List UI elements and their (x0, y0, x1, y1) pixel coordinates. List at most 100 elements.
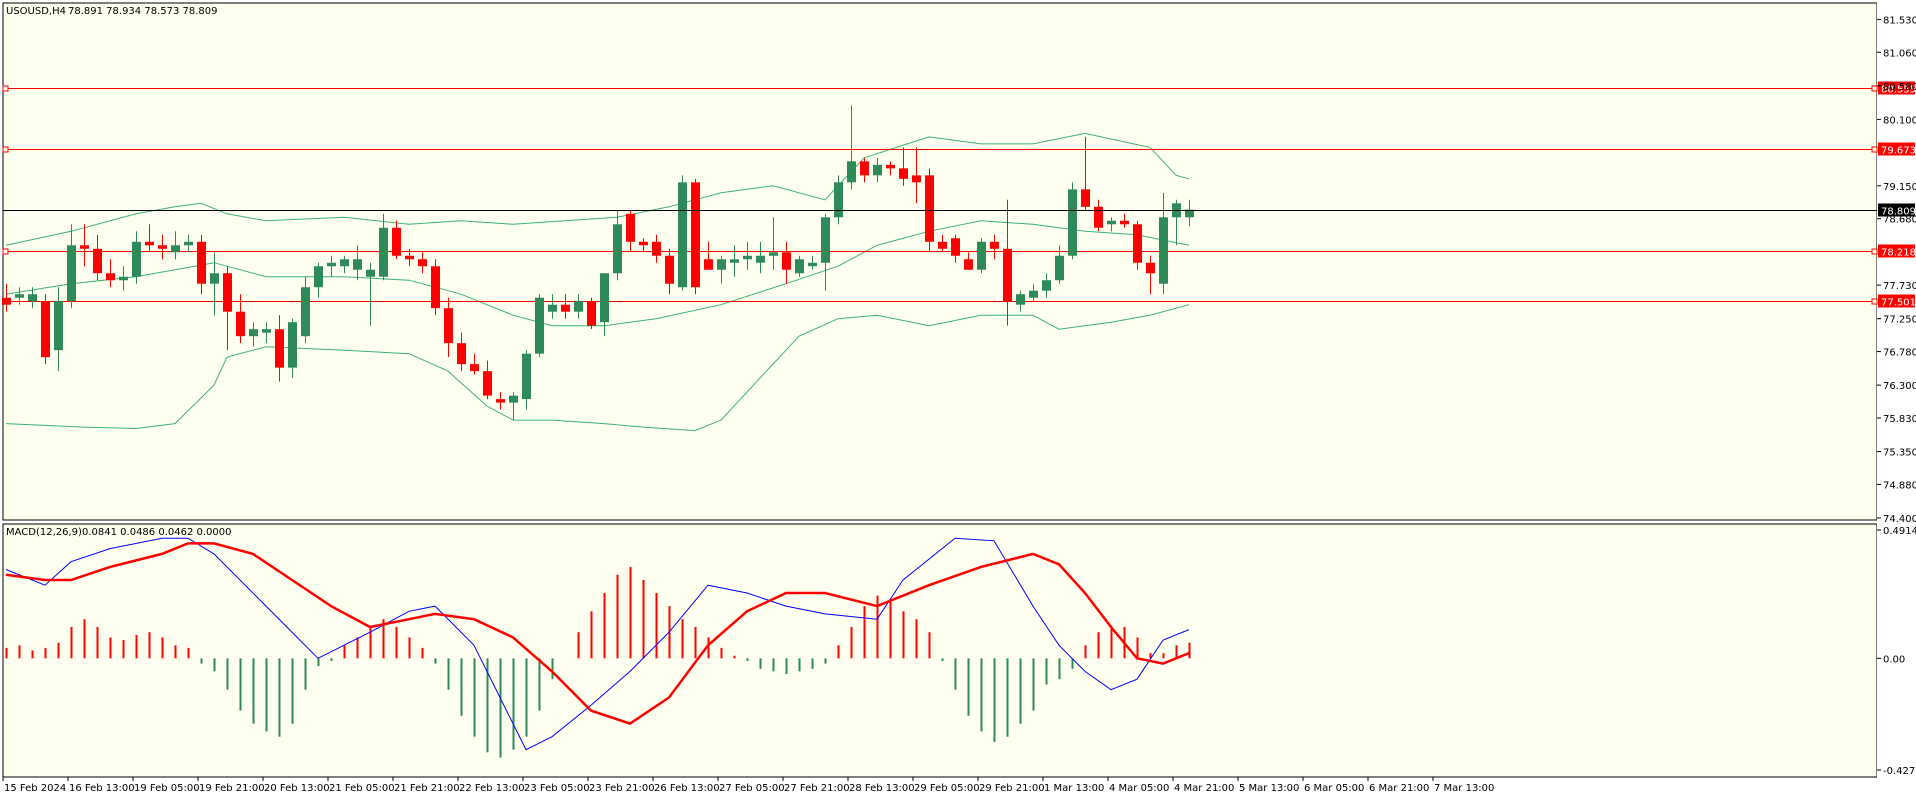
current-price-label: 78.809 (1881, 207, 1916, 218)
time-tick-label: 28 Feb 13:00 (849, 783, 915, 794)
candle-body (106, 273, 115, 281)
main-price-pane[interactable] (2, 2, 1878, 521)
level-anchor-handle[interactable] (2, 248, 9, 255)
time-tick-label: 21 Feb 21:00 (394, 783, 460, 794)
candle-body (626, 213, 635, 242)
candle-body (1055, 255, 1064, 281)
macd-tick-label: 0.4914 (1883, 526, 1916, 537)
current-price-tag (1878, 203, 1915, 217)
time-tick-label: 19 Feb 05:00 (134, 783, 200, 794)
candle-body (964, 259, 973, 270)
time-tick-label: 27 Feb 05:00 (719, 783, 785, 794)
candle-body (470, 364, 479, 372)
candle (418, 252, 427, 274)
level-anchor-handle[interactable] (1871, 248, 1878, 255)
time-tick-label: 29 Feb 21:00 (979, 783, 1045, 794)
price-tick-label: 75.830 (1883, 414, 1916, 425)
candle (795, 255, 804, 277)
candle-body (327, 262, 336, 267)
level-anchor-handle[interactable] (2, 85, 9, 92)
price-tick-label: 80.580 (1883, 82, 1916, 93)
candle-body (821, 217, 830, 263)
candle (223, 266, 232, 351)
candle (431, 259, 440, 316)
candle-body (119, 276, 128, 281)
candle (379, 213, 388, 281)
candle-body (1068, 189, 1077, 256)
candle-body (1133, 224, 1142, 263)
candle (353, 245, 362, 281)
candle-body (1094, 206, 1103, 228)
time-tick-label: 6 Mar 21:00 (1369, 783, 1429, 794)
macd-tick-label: -0.4276 (1883, 766, 1916, 777)
candle (613, 210, 622, 281)
candle (1146, 255, 1155, 295)
candle-body (678, 182, 687, 288)
candle (275, 315, 284, 382)
candle (626, 210, 635, 253)
candle (1185, 199, 1194, 227)
candle-body (353, 259, 362, 270)
candle (769, 217, 778, 270)
candle-body (15, 294, 24, 298)
horizontal-levels[interactable]: 80.555 79.673 78.218 77.501 (2, 81, 1916, 309)
candle-body (1003, 248, 1012, 302)
candle-body (535, 297, 544, 354)
candle (41, 294, 50, 365)
candle (262, 322, 271, 344)
candle-body (275, 329, 284, 368)
candle-body (509, 395, 518, 403)
candle (1159, 192, 1168, 295)
candle (1016, 290, 1025, 312)
candle-body (210, 273, 219, 284)
candle-body (1107, 220, 1116, 225)
candle (483, 360, 492, 400)
macd-axis: 0.4914 0.00 -0.4276 (1877, 526, 1916, 777)
candle (1029, 283, 1038, 302)
level-price-tag (1878, 294, 1915, 308)
candle-body (613, 224, 622, 274)
candle-body (847, 161, 856, 183)
candle (171, 231, 180, 260)
candle (561, 294, 570, 319)
candle (80, 224, 89, 267)
candle (366, 262, 375, 326)
time-tick-label: 20 Feb 13:00 (264, 783, 330, 794)
candle-body (236, 311, 245, 337)
price-tick-label: 77.730 (1883, 281, 1916, 292)
candle-body (730, 259, 739, 263)
candle (678, 175, 687, 291)
level-anchor-handle[interactable] (1871, 298, 1878, 305)
candle-body (873, 164, 882, 176)
candle-body (717, 259, 726, 270)
level-anchor-handle[interactable] (1871, 146, 1878, 153)
candle (756, 241, 765, 274)
macd-pane[interactable] (2, 523, 1878, 778)
level-price-tag (1878, 81, 1915, 95)
candle (158, 234, 167, 260)
candle (1120, 213, 1129, 228)
candle (964, 252, 973, 270)
candle-body (496, 399, 505, 403)
candle-body (600, 273, 609, 323)
level-anchor-handle[interactable] (1871, 85, 1878, 92)
candle (860, 157, 869, 183)
candle (327, 255, 336, 277)
candle (821, 213, 830, 291)
candle-body (93, 248, 102, 274)
candle-body (366, 269, 375, 277)
candle-body (938, 241, 947, 249)
price-tick-label: 81.060 (1883, 48, 1916, 59)
candle-body (990, 241, 999, 249)
candle-body (899, 168, 908, 179)
candle-body (587, 301, 596, 326)
level-anchor-handle[interactable] (2, 146, 9, 153)
price-tick-label: 77.250 (1883, 315, 1916, 326)
macd-label: MACD(12,26,9) (6, 527, 82, 538)
candle (392, 220, 401, 260)
candle (54, 287, 63, 372)
candle (600, 273, 609, 337)
candle (1107, 217, 1116, 232)
candle (184, 234, 193, 253)
price-tick-label: 75.350 (1883, 448, 1916, 459)
